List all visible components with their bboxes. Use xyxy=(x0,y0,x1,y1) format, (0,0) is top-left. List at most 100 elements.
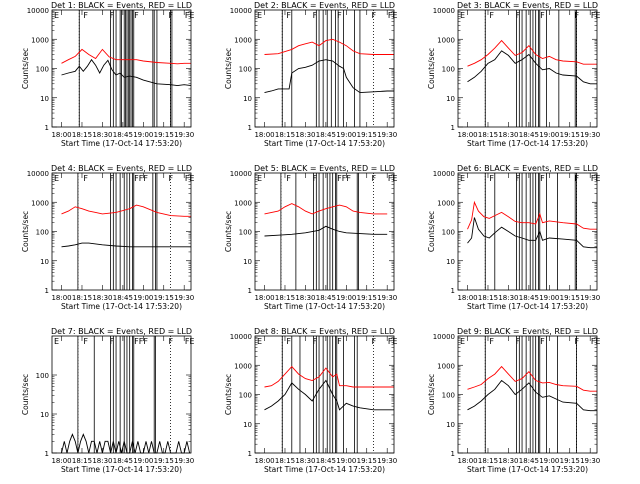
x-tick-label: 19:15 xyxy=(154,457,174,465)
y-tick-label: 100 xyxy=(442,229,455,237)
y-axis-label: Counts/sec xyxy=(224,211,233,252)
flag-label: F xyxy=(516,337,521,346)
x-tick-label: 18:00 xyxy=(457,294,477,302)
plot-frame xyxy=(254,172,395,291)
y-tick-label: 10 xyxy=(40,95,49,103)
flag-label: E xyxy=(460,337,465,346)
flag-label: E xyxy=(460,174,465,183)
flag-label: FE xyxy=(591,174,601,183)
flag-label: E xyxy=(257,337,262,346)
y-axis-label: Counts/sec xyxy=(21,48,30,89)
series-line-events xyxy=(61,242,191,248)
y-tick-label: 1 xyxy=(248,450,252,458)
y-axis-label: Counts/sec xyxy=(224,48,233,89)
x-tick-label: 18:30 xyxy=(498,131,518,139)
x-tick-label: 19:00 xyxy=(133,131,153,139)
x-tick-label: 18:15 xyxy=(478,131,498,139)
x-tick-label: 19:00 xyxy=(336,131,356,139)
y-tick-label: 100 xyxy=(36,229,49,237)
series-line-events xyxy=(467,50,597,85)
y-tick-label: 1000 xyxy=(437,36,455,44)
y-tick-label: 1000 xyxy=(234,36,252,44)
y-tick-label: 10 xyxy=(446,258,455,266)
y-tick-label: 100 xyxy=(442,392,455,400)
x-tick-label: 18:00 xyxy=(457,131,477,139)
panel-det-5: Det 5: BLACK = Events, RED = LLD 1 10 100 10… xyxy=(224,164,397,311)
y-tick-label: 1000 xyxy=(31,199,49,207)
x-tick-label: 19:30 xyxy=(377,457,397,465)
y-tick-label: 10000 xyxy=(27,7,49,15)
series-line-lld xyxy=(264,38,394,55)
flag-label: FFF xyxy=(337,174,351,183)
panel-title: Det 5: BLACK = Events, RED = LLD xyxy=(254,164,395,173)
panel-det-8: Det 8: BLACK = Events, RED = LLD 1 10 100 10… xyxy=(224,327,397,474)
x-tick-label: 18:00 xyxy=(51,131,71,139)
x-tick-label: 18:45 xyxy=(113,131,133,139)
plot-frame xyxy=(254,335,395,454)
series-line-lld xyxy=(467,39,597,67)
flag-label: FE xyxy=(591,11,601,20)
flag-label: FFF xyxy=(134,337,148,346)
y-tick-label: 100 xyxy=(442,66,455,74)
x-tick-label: 19:15 xyxy=(357,294,377,302)
x-tick-label: 19:30 xyxy=(580,131,600,139)
y-tick-label: 1000 xyxy=(234,362,252,370)
y-tick-label: 10000 xyxy=(433,333,455,341)
series-line-lld xyxy=(264,203,388,215)
x-tick-label: 18:30 xyxy=(92,294,112,302)
flag-label: F xyxy=(371,11,376,20)
x-tick-label: 19:00 xyxy=(336,457,356,465)
panel-det-6: Det 6: BLACK = Events, RED = LLD 1 10 100 10… xyxy=(427,164,600,311)
y-tick-label: 10000 xyxy=(27,170,49,178)
x-tick-label: 19:30 xyxy=(174,131,194,139)
series-line-events xyxy=(61,433,191,454)
panel-title: Det 4: BLACK = Events, RED = LLD xyxy=(51,164,192,173)
flag-label: F xyxy=(337,11,342,20)
x-tick-label: 19:15 xyxy=(560,457,580,465)
y-tick-label: 10 xyxy=(243,421,252,429)
y-tick-label: 1 xyxy=(451,124,455,132)
y-tick-label: 100 xyxy=(239,66,252,74)
x-tick-label: 19:15 xyxy=(154,294,174,302)
x-tick-label: 19:15 xyxy=(154,131,174,139)
x-axis-label: Start Time (17-Oct-14 17:53:20) xyxy=(467,465,588,474)
y-tick-label: 10 xyxy=(40,258,49,266)
y-tick-label: 10000 xyxy=(230,7,252,15)
flag-label: F xyxy=(110,337,115,346)
flag-label: F xyxy=(286,11,291,20)
y-tick-label: 1 xyxy=(451,450,455,458)
y-axis-label: Counts/sec xyxy=(427,211,436,252)
flag-label: F xyxy=(286,174,291,183)
panel-det-3: Det 3: BLACK = Events, RED = LLD 1 10 100 10… xyxy=(427,1,600,148)
flag-label: F xyxy=(110,174,115,183)
series-line-events xyxy=(264,59,394,94)
panel-title: Det 8: BLACK = Events, RED = LLD xyxy=(254,327,395,336)
x-tick-label: 19:00 xyxy=(133,457,153,465)
x-tick-label: 18:15 xyxy=(275,294,295,302)
y-tick-label: 10000 xyxy=(433,170,455,178)
panel-title: Det 2: BLACK = Events, RED = LLD xyxy=(254,1,395,10)
x-tick-label: 18:30 xyxy=(498,457,518,465)
flag-label: FE xyxy=(591,337,601,346)
x-tick-label: 18:00 xyxy=(254,131,274,139)
series-line-events xyxy=(264,379,394,411)
x-tick-label: 18:00 xyxy=(457,457,477,465)
x-tick-label: 18:15 xyxy=(275,131,295,139)
panel-title: Det 7: BLACK = Events, RED = LLD xyxy=(51,327,192,336)
x-tick-label: 19:15 xyxy=(357,131,377,139)
flag-label: F xyxy=(489,174,494,183)
panel-det-7: Det 7: BLACK = Events, RED = LLD 1 10 100 18… xyxy=(21,327,194,474)
x-tick-label: 19:00 xyxy=(133,294,153,302)
y-tick-label: 10 xyxy=(40,411,49,419)
x-tick-label: 18:00 xyxy=(254,457,274,465)
panel-det-9: Det 9: BLACK = Events, RED = LLD 1 10 100 10… xyxy=(427,327,600,474)
series-line-lld xyxy=(467,365,597,392)
series-line-events xyxy=(467,379,597,412)
series-line-lld xyxy=(61,204,191,217)
panel-det-1: Det 1: BLACK = Events, RED = LLD 1 10 100 10… xyxy=(21,1,194,148)
x-tick-label: 18:30 xyxy=(498,294,518,302)
flag-label: F xyxy=(574,11,579,20)
flag-label: E xyxy=(54,337,59,346)
